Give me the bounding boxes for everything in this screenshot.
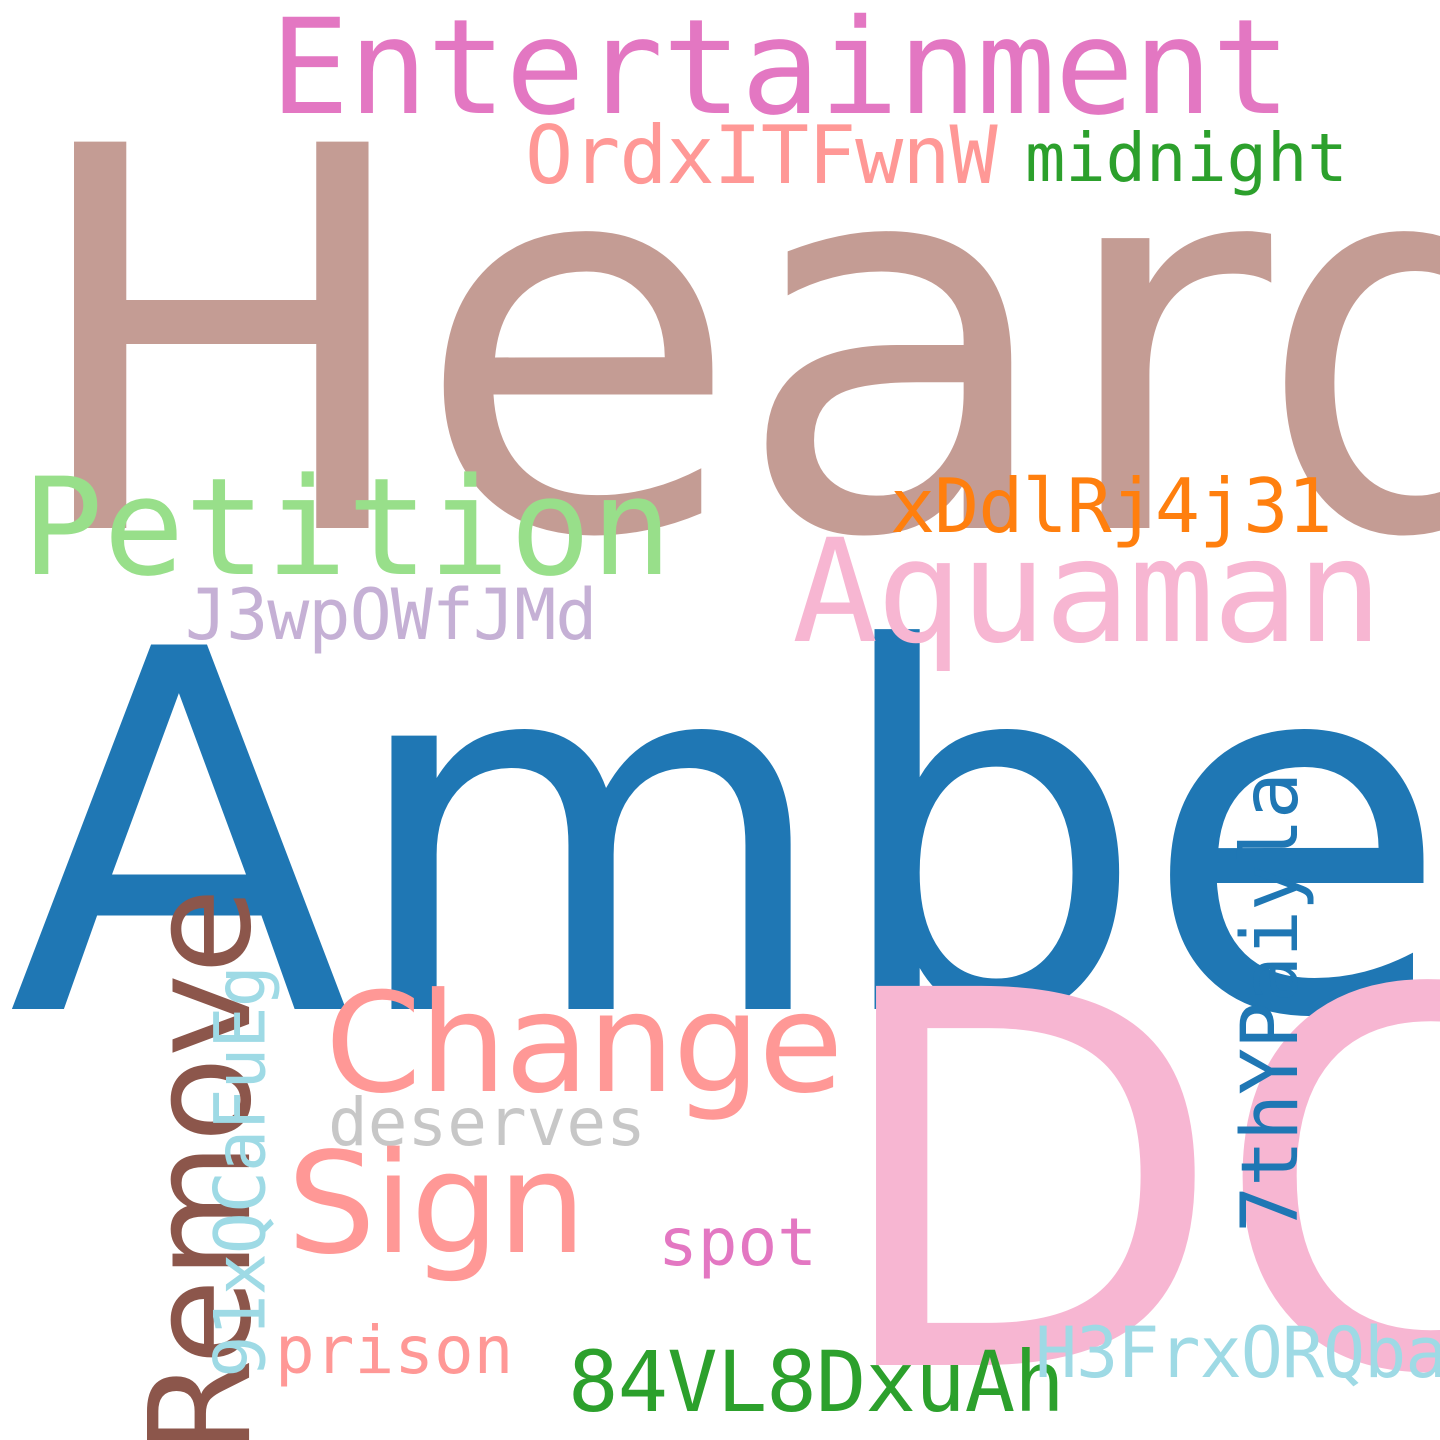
word-midnight: midnight [1025, 119, 1348, 197]
word-84vl8dxuah: 84VL8DxuAh [568, 1333, 1065, 1431]
word-j3wpowfjmd: J3wpOWfJMd [185, 574, 597, 656]
word-heard: Heard [22, 36, 1440, 653]
word-xddlrj4j31: xDdlRj4j31 [890, 462, 1333, 550]
word-sign: Sign [287, 1123, 586, 1286]
word-entertainment: Entertainment [270, 0, 1291, 145]
word-change: Change [325, 963, 843, 1124]
word-h3frxorqba: H3FrxORQba [1035, 1312, 1440, 1394]
word-amber: Amber [8, 545, 1440, 1127]
word-prison: prison [275, 1312, 514, 1389]
word-spot: spot [658, 1204, 817, 1281]
word-91xqcafueg: 91xQCaFuEg [199, 966, 282, 1378]
word-dc: DC [825, 882, 1440, 1440]
word-ordxitfwnw: OrdxITFwnW [525, 109, 998, 202]
word-7thypaiyla: 7thYPaiyla [1225, 773, 1316, 1233]
word-aquaman: Aquaman [792, 508, 1383, 675]
word-deserves: deserves [328, 1084, 646, 1161]
word-petition: Petition [22, 449, 673, 606]
